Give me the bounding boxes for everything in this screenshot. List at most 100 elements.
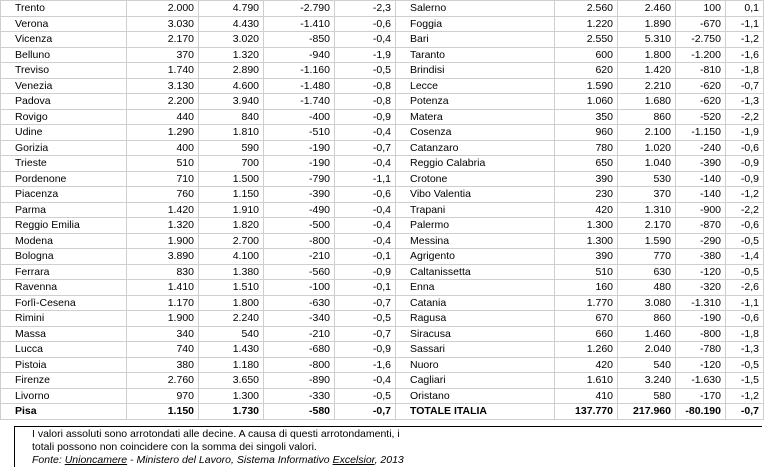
table-row: Massa 340 540 -210 -0,7 Siracusa 660 1.460 -800-… xyxy=(0,325,764,342)
value-cell: -670 xyxy=(675,15,726,32)
province-name-cell: Verona xyxy=(0,15,127,32)
value-cell: -890 xyxy=(263,372,335,389)
value-cell: -1,6 xyxy=(334,356,396,373)
value-cell: 3.130 xyxy=(126,77,199,94)
value-cell: 2.170 xyxy=(126,31,199,48)
value-cell: 2.560 xyxy=(554,0,618,17)
value-cell: -790 xyxy=(263,170,335,187)
value-cell: 1.800 xyxy=(617,46,676,63)
value-cell: -490 xyxy=(263,201,335,218)
province-name-cell: Reggio Calabria xyxy=(395,155,555,172)
value-cell: -390 xyxy=(263,186,335,203)
value-cell: 510 xyxy=(126,155,199,172)
value-cell: -80.190 xyxy=(675,403,726,420)
value-cell: 1.180 xyxy=(198,356,264,373)
value-cell: -2,2 xyxy=(725,201,764,218)
table-row: Piacenza 760 1.150 -390 -0,6 Vibo Valentia 230… xyxy=(0,186,764,203)
value-cell: 1.300 xyxy=(198,387,264,404)
value-cell: 970 xyxy=(126,387,199,404)
value-cell: -620 xyxy=(675,93,726,110)
value-cell: 3.030 xyxy=(126,15,199,32)
value-cell: -1,1 xyxy=(725,294,764,311)
source-system: Excelsior xyxy=(332,454,375,466)
province-table: Trento 2.000 4.790 -2.790 -2,3 Salerno 2.560 2.… xyxy=(0,0,764,420)
province-name-cell: Reggio Emilia xyxy=(0,217,127,234)
value-cell: 2.170 xyxy=(617,217,676,234)
value-cell: 217.960 xyxy=(617,403,676,420)
value-cell: 3.240 xyxy=(617,372,676,389)
value-cell: -0,4 xyxy=(334,372,396,389)
table-row: Reggio Emilia 1.320 1.820 -500 -0,4 Palermo 1.… xyxy=(0,217,764,234)
value-cell: 540 xyxy=(198,325,264,342)
province-name-cell: Rovigo xyxy=(0,108,127,125)
value-cell: -0,9 xyxy=(334,341,396,358)
table-row: Pistoia 380 1.180 -800 -1,6 Nuoro 420 540 -120 -0… xyxy=(0,356,764,373)
value-cell: -240 xyxy=(675,139,726,156)
province-name-cell: Trieste xyxy=(0,155,127,172)
value-cell: 4.790 xyxy=(198,0,264,17)
value-cell: 1.260 xyxy=(554,341,618,358)
province-name-cell: Agrigento xyxy=(395,248,555,265)
value-cell: -190 xyxy=(263,155,335,172)
province-name-cell: Venezia xyxy=(0,77,127,94)
table-row: Padova 2.200 3.940 -1.740 -0,8 Potenza 1.060 1.… xyxy=(0,93,764,110)
value-cell: 540 xyxy=(617,356,676,373)
table-row: Pordenone 710 1.500 -790 -1,1 Crotone 390 530 -1… xyxy=(0,170,764,187)
table-row: Firenze 2.760 3.650 -890 -0,4 Cagliari 1.610 3.… xyxy=(0,372,764,389)
value-cell: 160 xyxy=(554,279,618,296)
value-cell: 670 xyxy=(554,310,618,327)
value-cell: 1.380 xyxy=(198,263,264,280)
value-cell: 1.740 xyxy=(126,62,199,79)
province-name-cell: Udine xyxy=(0,124,127,141)
value-cell: 380 xyxy=(126,356,199,373)
value-cell: -850 xyxy=(263,31,335,48)
province-name-cell: Oristano xyxy=(395,387,555,404)
table-row: Lucca 740 1.430 -680 -0,9 Sassari 1.260 2.040 -7… xyxy=(0,341,764,358)
value-cell: 2.890 xyxy=(198,62,264,79)
value-cell: -1,1 xyxy=(334,170,396,187)
value-cell: -0,5 xyxy=(334,387,396,404)
value-cell: 1.770 xyxy=(554,294,618,311)
table-body: Trento 2.000 4.790 -2.790 -2,3 Salerno 2.560 2.… xyxy=(0,0,764,420)
value-cell: -0,1 xyxy=(334,248,396,265)
value-cell: 2.210 xyxy=(617,77,676,94)
value-cell: 1.300 xyxy=(554,232,618,249)
value-cell: 1.430 xyxy=(198,341,264,358)
value-cell: 1.810 xyxy=(198,124,264,141)
table-row: Rimini 1.900 2.240 -340 -0,5 Ragusa 670 860 -190… xyxy=(0,310,764,327)
value-cell: -140 xyxy=(675,186,726,203)
value-cell: -0,4 xyxy=(334,201,396,218)
source-prefix: Fonte: xyxy=(32,454,65,466)
table-row: Modena 1.900 2.700 -800 -0,4 Messina 1.300 1.59… xyxy=(0,232,764,249)
value-cell: -0,6 xyxy=(334,186,396,203)
value-cell: 1.150 xyxy=(126,403,199,420)
value-cell: -0,5 xyxy=(725,263,764,280)
value-cell: 1.510 xyxy=(198,279,264,296)
value-cell: -1,2 xyxy=(725,186,764,203)
value-cell: -1,3 xyxy=(725,93,764,110)
value-cell: -400 xyxy=(263,108,335,125)
value-cell: 1.060 xyxy=(554,93,618,110)
value-cell: 2.240 xyxy=(198,310,264,327)
value-cell: -1,4 xyxy=(725,248,764,265)
province-name-cell: Firenze xyxy=(0,372,127,389)
source-year: , 2013 xyxy=(374,454,404,466)
value-cell: -1.480 xyxy=(263,77,335,94)
value-cell: 2.700 xyxy=(198,232,264,249)
value-cell: -1.310 xyxy=(675,294,726,311)
value-cell: -0,8 xyxy=(334,77,396,94)
value-cell: 1.900 xyxy=(126,310,199,327)
value-cell: 2.000 xyxy=(126,0,199,17)
province-name-cell: Pistoia xyxy=(0,356,127,373)
value-cell: 1.590 xyxy=(617,232,676,249)
value-cell: 1.300 xyxy=(554,217,618,234)
province-name-cell: Modena xyxy=(0,232,127,249)
value-cell: 600 xyxy=(554,46,618,63)
table-row: Treviso 1.740 2.890 -1.160 -0,5 Brindisi 620 1.… xyxy=(0,62,764,79)
value-cell: 510 xyxy=(554,263,618,280)
table-notes: I valori assoluti sono arrotondati alle … xyxy=(14,426,762,467)
table-row: Livorno 970 1.300 -330 -0,5 Oristano 410 580 -17… xyxy=(0,387,764,404)
value-cell: -680 xyxy=(263,341,335,358)
value-cell: -1,3 xyxy=(725,341,764,358)
value-cell: -2,2 xyxy=(725,108,764,125)
